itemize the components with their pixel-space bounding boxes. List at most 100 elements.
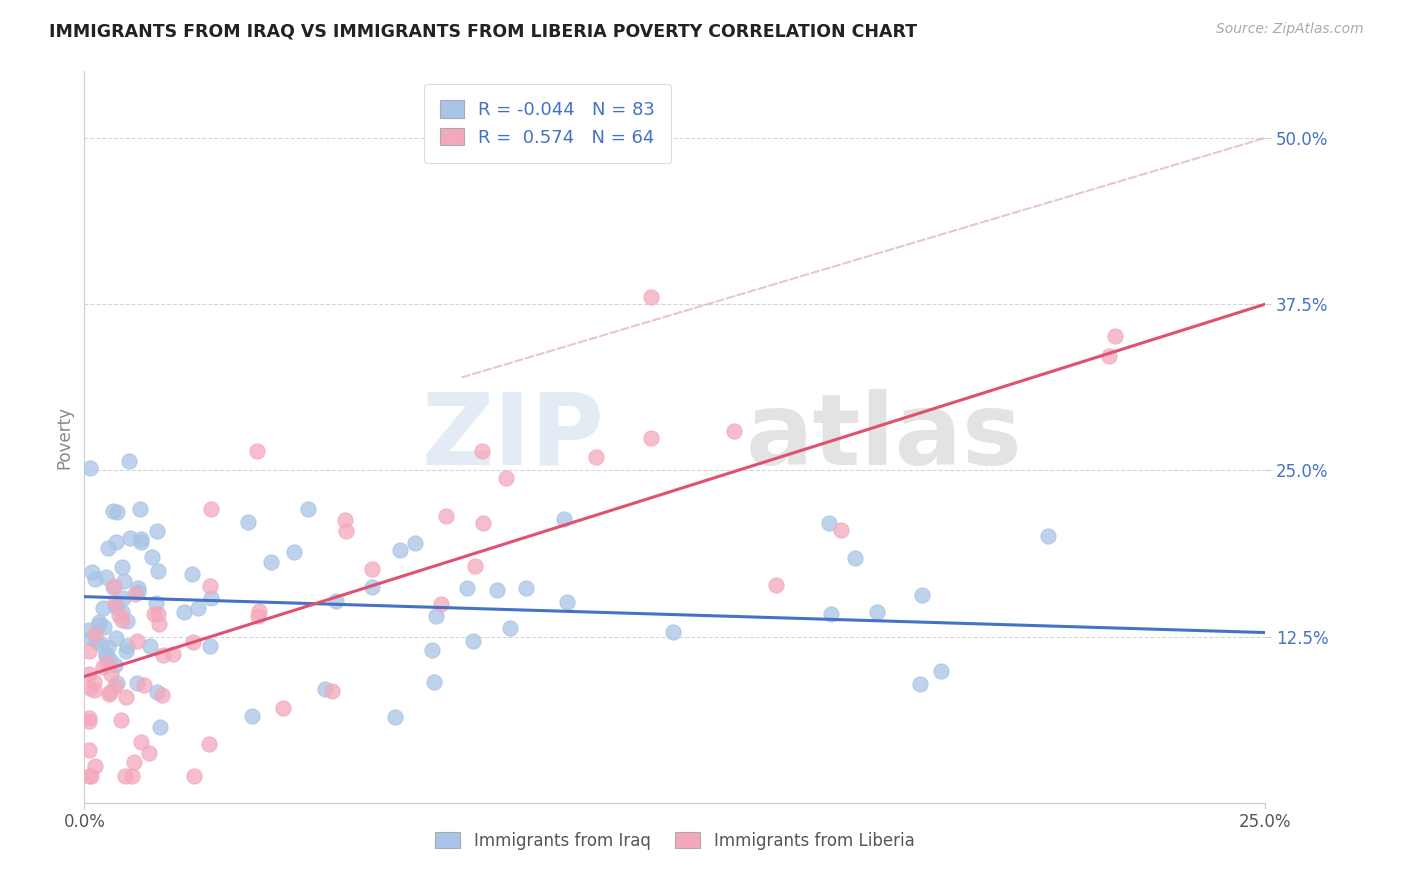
Point [111,613,134,627]
Point [79,681,101,696]
Point [79,461,101,475]
Point [146,684,169,698]
Point [321,684,343,698]
Point [818,516,841,530]
Point [361,561,384,575]
Point [104,595,127,609]
Point [425,608,447,623]
Point [77,623,100,637]
Point [98,685,121,699]
Legend: Immigrants from Iraq, Immigrants from Liberia: Immigrants from Iraq, Immigrants from Li… [429,825,921,856]
Point [129,735,152,749]
Point [104,599,127,614]
Point [101,504,124,518]
Point [1036,529,1059,543]
Point [129,532,152,546]
Point [150,688,173,702]
Point [139,639,162,653]
Point [98,653,121,667]
Point [471,516,494,530]
Point [200,579,222,593]
Point [456,582,478,596]
Point [148,617,170,632]
Point [146,607,169,621]
Point [105,599,128,613]
Point [97,640,120,655]
Point [148,565,170,579]
Point [103,579,125,593]
Point [94,570,117,584]
Point [1104,328,1126,343]
Point [765,578,787,592]
Point [662,625,685,640]
Point [430,597,453,611]
Point [134,678,156,692]
Point [181,635,204,649]
Point [104,631,127,645]
Point [911,589,934,603]
Point [104,535,127,549]
Point [723,425,745,439]
Point [384,709,406,723]
Point [240,709,263,723]
Point [93,601,115,615]
Point [149,720,172,734]
Point [96,657,118,671]
Point [246,443,269,458]
Point [486,583,509,598]
Point [844,551,866,566]
Point [499,622,522,636]
Point [146,524,169,538]
Point [314,681,336,696]
Point [110,714,132,728]
Point [121,769,143,783]
Point [128,501,150,516]
Point [114,769,136,783]
Point [640,290,662,304]
Y-axis label: Poverty: Poverty [55,406,73,468]
Point [198,737,221,751]
Point [83,674,105,689]
Point [118,531,141,545]
Point [90,637,112,651]
Point [79,644,101,658]
Point [87,618,110,632]
Point [908,677,931,691]
Point [125,676,148,690]
Point [1098,349,1121,363]
Point [98,686,121,700]
Point [271,701,294,715]
Point [84,572,107,586]
Point [79,769,101,783]
Point [461,634,484,648]
Point [585,450,607,465]
Point [87,615,110,630]
Point [115,644,138,658]
Point [77,714,100,728]
Point [104,679,127,693]
Point [325,594,347,608]
Point [127,581,149,595]
Point [297,501,319,516]
Point [180,566,202,581]
Point [183,769,205,783]
Point [389,543,412,558]
Point [200,591,222,605]
Point [97,541,120,556]
Point [142,607,165,621]
Point [127,585,149,599]
Point [110,560,132,574]
Point [94,647,117,661]
Point [830,524,852,538]
Point [515,581,537,595]
Point [111,591,134,605]
Point [96,648,118,663]
Point [260,556,283,570]
Point [152,648,174,662]
Text: ZIP: ZIP [422,389,605,485]
Point [91,660,114,674]
Point [360,580,382,594]
Point [420,643,443,657]
Point [866,605,889,619]
Point [471,443,494,458]
